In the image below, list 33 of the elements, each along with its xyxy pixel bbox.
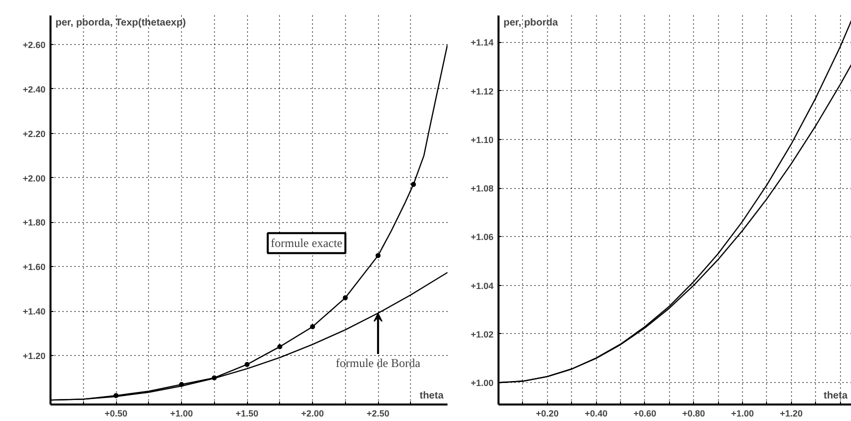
y-tick-label: +2.20: [22, 128, 46, 139]
x-tick-label: +1.00: [731, 408, 754, 418]
y-tick-label: +1.00: [470, 378, 494, 388]
y-tick-label: +1.60: [22, 262, 46, 272]
x-tick-label: +0.40: [584, 408, 608, 418]
x-axis-title: theta: [824, 390, 848, 402]
y-tick-label: +2.40: [22, 84, 46, 94]
y-tick-label: +2.00: [22, 173, 46, 184]
x-tick-label: +2.00: [301, 408, 324, 418]
x-tick-label: +0.20: [536, 408, 559, 418]
x-tick-label: +1.20: [780, 408, 803, 418]
annotation: formule de Borda: [336, 356, 422, 370]
y-tick-label: +1.40: [22, 306, 46, 317]
annotation: formule exacte: [270, 236, 342, 250]
y-axis-title: per, pborda, Texp(thetaexp): [56, 18, 186, 28]
x-tick-label: +2.50: [366, 408, 390, 418]
x-tick-label: +0.60: [633, 408, 656, 418]
y-tick-label: +1.06: [470, 232, 494, 242]
y-tick-label: +1.02: [470, 329, 494, 340]
y-tick-label: +1.12: [470, 86, 494, 96]
y-tick-label: +1.08: [470, 184, 494, 194]
y-tick-label: +1.10: [470, 134, 494, 145]
y-tick-label: +1.80: [22, 218, 46, 228]
x-tick-label: +1.00: [170, 408, 193, 418]
y-tick-label: +1.14: [470, 38, 494, 48]
y-tick-label: +1.20: [22, 351, 46, 362]
x-axis-title: theta: [420, 390, 444, 402]
x-tick-label: +0.50: [104, 408, 128, 418]
y-axis-title: per, pborda: [504, 18, 558, 28]
y-tick-label: +2.60: [22, 40, 46, 50]
x-tick-label: +0.80: [682, 408, 706, 418]
x-tick-label: +1.50: [236, 408, 258, 418]
y-tick-label: +1.04: [470, 280, 494, 291]
